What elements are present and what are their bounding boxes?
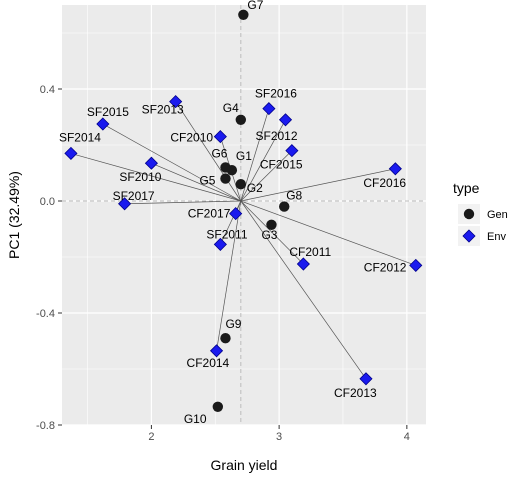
point-label-cf2010: CF2010 (170, 131, 213, 145)
vector-sf2011 (220, 200, 242, 245)
point-label-sf2014: SF2014 (59, 130, 101, 144)
point-labels: G1 G2 G3 G4 G5 G6 G7 G8 G9 G10 SF2015 SF2013 SF2016 C… (59, 0, 407, 426)
env-point-cf2017 (229, 207, 243, 221)
point-label-g7: G7 (247, 0, 263, 12)
gen-point-g5 (220, 173, 231, 184)
point-label-g3: G3 (261, 228, 277, 242)
point-label-sf2015: SF2015 (87, 105, 129, 119)
point-label-g2: G2 (247, 181, 263, 195)
gen-point-g4 (235, 114, 247, 126)
gen-point-g8 (279, 201, 290, 212)
vector-sf2015 (102, 123, 241, 202)
x-axis-title: Grain yield (211, 457, 278, 473)
point-label-sf2016: SF2016 (255, 87, 297, 101)
gen-point-g9 (220, 333, 231, 344)
environment-vectors (70, 101, 416, 380)
point-label-cf2016: CF2016 (363, 176, 406, 190)
point-label-sf2010: SF2010 (119, 170, 161, 184)
vector-cf2013 (240, 200, 367, 380)
legend-key-env (462, 229, 476, 243)
env-point-cf2012 (409, 258, 423, 272)
x-axis-ticks: 2 3 4 (148, 425, 410, 443)
env-point-cf2013 (359, 372, 373, 386)
gen-point-g10 (212, 401, 224, 412)
legend-label-gen: Gen (487, 209, 508, 221)
panel-background (62, 5, 426, 425)
gen-point-g6 (220, 162, 231, 173)
env-point-sf2013 (169, 95, 183, 109)
env-point-sf2014 (64, 146, 78, 160)
y-axis-ticks: -0.8 -0.4 0.0 0.4 (36, 84, 62, 432)
point-label-cf2015: CF2015 (260, 158, 303, 172)
y-tick-label: -0.4 (36, 308, 55, 320)
point-label-g4: G4 (223, 101, 239, 115)
y-tick-label: -0.8 (36, 420, 55, 432)
gen-point-g2 (235, 179, 247, 190)
env-point-cf2010 (213, 130, 227, 144)
point-label-sf2017: SF2017 (113, 189, 155, 203)
env-point-sf2017 (118, 197, 132, 211)
env-point-sf2012 (278, 113, 293, 127)
point-label-g1: G1 (236, 149, 252, 163)
x-tick-label: 2 (148, 431, 154, 443)
point-label-cf2017: CF2017 (188, 207, 231, 221)
point-label-sf2011: SF2011 (206, 227, 247, 241)
vector-cf2016 (240, 168, 396, 202)
gen-point-g3 (266, 219, 277, 230)
data-points (64, 9, 423, 412)
vector-cf2014 (216, 200, 242, 351)
point-label-g5: G5 (199, 174, 215, 188)
y-tick-label: 0.0 (40, 196, 55, 208)
env-point-cf2016 (388, 162, 402, 176)
y-tick-label: 0.4 (40, 84, 55, 96)
gen-point-g7 (238, 9, 249, 20)
legend-label-env: Env (487, 231, 506, 243)
x-tick-label: 3 (276, 431, 282, 443)
vector-cf2011 (240, 200, 304, 265)
point-label-sf2013: SF2013 (142, 103, 184, 117)
point-label-cf2012: CF2012 (364, 260, 407, 274)
legend-title: type (453, 180, 480, 196)
x-tick-label: 4 (404, 431, 410, 443)
vector-cf2015 (240, 150, 293, 202)
env-point-sf2011 (213, 237, 227, 251)
vector-sf2010 (151, 162, 241, 202)
point-label-g6: G6 (211, 146, 227, 160)
point-label-cf2014: CF2014 (187, 356, 230, 370)
point-label-sf2012: SF2012 (256, 129, 298, 143)
y-axis-title: PC1 (32.49%) (6, 171, 22, 259)
legend: type Gen Env (453, 180, 508, 246)
point-label-g8: G8 (286, 189, 302, 203)
vector-sf2017 (124, 200, 241, 205)
point-label-cf2011: CF2011 (289, 245, 331, 259)
env-point-cf2014 (209, 344, 224, 358)
env-point-sf2016 (262, 102, 276, 116)
env-point-sf2015 (96, 117, 110, 131)
vector-sf2012 (240, 119, 286, 202)
vector-sf2014 (70, 153, 241, 202)
point-label-g9: G9 (225, 317, 241, 331)
env-point-sf2010 (144, 156, 158, 170)
point-label-g10: G10 (184, 412, 207, 426)
legend-key-gen (463, 208, 475, 220)
vector-sf2013 (175, 101, 242, 202)
env-point-cf2015 (285, 144, 299, 158)
env-point-cf2011 (296, 257, 310, 271)
point-label-cf2013: CF2013 (334, 386, 377, 400)
vector-cf2012 (240, 200, 416, 266)
